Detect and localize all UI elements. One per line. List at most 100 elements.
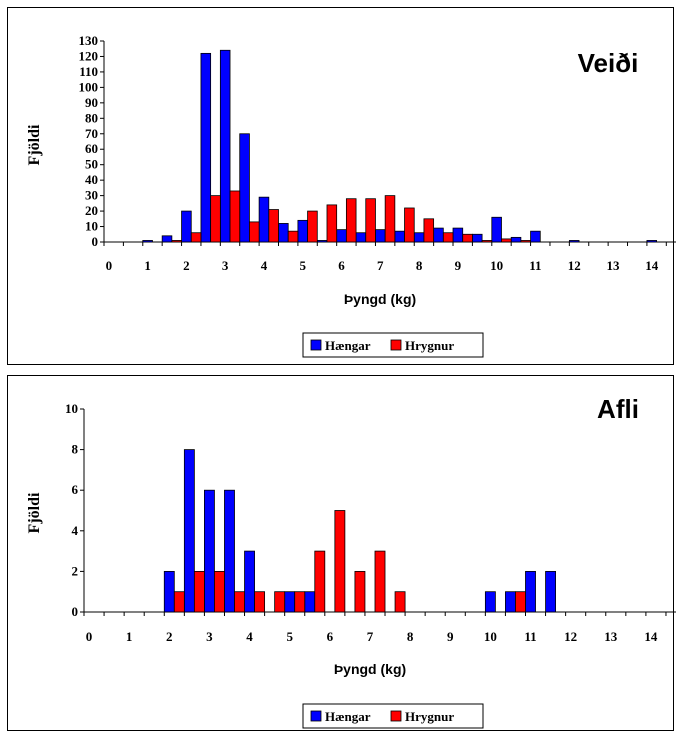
- bar-hrygnur: [442, 232, 454, 243]
- bar-haengar: [316, 240, 328, 243]
- x-tick-label: 6: [338, 258, 345, 273]
- bar-hrygnur: [234, 591, 245, 613]
- y-axis-label: Fjöldi: [26, 492, 43, 533]
- chart-title: Veiði: [578, 48, 639, 78]
- bar-haengar: [161, 235, 173, 243]
- y-tick-label: 6: [72, 482, 79, 497]
- bar-hrygnur: [249, 221, 260, 243]
- bar-haengar: [244, 550, 255, 613]
- x-tick-label: 8: [416, 258, 423, 273]
- x-tick-label: 10: [490, 258, 503, 273]
- bar-hrygnur: [214, 570, 225, 613]
- y-tick-label: 60: [85, 141, 98, 156]
- x-tick-label: 12: [564, 629, 577, 644]
- bar-haengar: [394, 230, 405, 243]
- bar-haengar: [204, 489, 215, 613]
- bar-haengar: [355, 232, 367, 243]
- bar-haengar: [200, 52, 212, 243]
- bar-haengar: [484, 591, 496, 613]
- x-tick-label: 9: [455, 258, 462, 273]
- bar-hrygnur: [404, 207, 415, 243]
- bar-hrygnur: [287, 230, 299, 243]
- y-tick-label: 8: [72, 442, 79, 457]
- x-tick-label: 1: [144, 258, 151, 273]
- y-tick-label: 20: [85, 203, 98, 218]
- bar-hrygnur: [190, 232, 202, 243]
- bar-hrygnur: [307, 210, 318, 243]
- x-tick-label: 2: [166, 629, 173, 644]
- chart-panel-afli: 0 2 4 6 8 10 0 1 2 3 4 5 6 7 8 9 10 11 12 13 14 Þyngd (kg) Fjö…: [7, 375, 676, 731]
- bar-haengar: [525, 570, 536, 613]
- bar-hrygnur: [173, 591, 185, 613]
- bar-hrygnur: [210, 195, 221, 243]
- bar-haengar: [491, 216, 502, 243]
- bar-haengar: [375, 229, 386, 243]
- bar-haengar: [510, 236, 522, 243]
- bar-haengar: [505, 591, 516, 613]
- bar-hrygnur: [384, 195, 396, 243]
- bar-hrygnur: [394, 591, 406, 613]
- bar-haengar: [413, 232, 425, 243]
- x-tick-label: 3: [222, 258, 229, 273]
- bar-haengar: [568, 240, 580, 243]
- bar-haengar: [545, 570, 556, 613]
- y-tick-label: 110: [79, 64, 98, 79]
- bar-hrygnur: [314, 550, 326, 613]
- legend-swatch-haengar: [310, 339, 322, 351]
- x-tick-label: 12: [568, 258, 581, 273]
- bar-haengar: [142, 240, 153, 243]
- bar-hrygnur: [268, 209, 279, 243]
- x-axis-label: Þyngd (kg): [334, 661, 406, 677]
- bar-haengar: [433, 227, 444, 243]
- bar-hrygnur: [423, 218, 435, 243]
- bar-haengar: [284, 591, 296, 613]
- bar-hrygnur: [193, 570, 205, 613]
- y-tick-label: 0: [72, 604, 79, 619]
- y-axis-label: Fjöldi: [26, 124, 43, 165]
- bar-hrygnur: [515, 591, 526, 613]
- bar-hrygnur: [274, 591, 286, 613]
- bar-haengar: [258, 196, 270, 243]
- bar-haengar: [224, 489, 235, 613]
- x-tick-label: 0: [106, 258, 113, 273]
- legend-label-haengar: Hængar: [325, 709, 371, 724]
- bar-hrygnur: [462, 233, 473, 243]
- legend-label-hrygnur: Hrygnur: [405, 709, 454, 724]
- x-tick-label: 13: [604, 629, 618, 644]
- x-tick-label: 2: [183, 258, 190, 273]
- y-tick-label: 130: [79, 33, 99, 48]
- legend-swatch-haengar: [310, 710, 322, 722]
- legend-label-hrygnur: Hrygnur: [405, 338, 454, 353]
- x-tick-label: 11: [529, 258, 541, 273]
- y-tick-label: 0: [92, 234, 99, 249]
- chart-panel-veidi: 0 10 20 30 40 50 60 70 80 90 100 110 120 130 0 1 2 3 4 5 6 7 8…: [7, 7, 676, 365]
- bar-hrygnur: [334, 510, 346, 613]
- x-tick-label: 4: [246, 629, 253, 644]
- bar-hrygnur: [294, 591, 306, 613]
- y-tick-label: 40: [85, 172, 98, 187]
- y-tick-label: 120: [79, 48, 99, 63]
- x-tick-label: 3: [206, 629, 213, 644]
- chart-title: Afli: [597, 394, 639, 424]
- bar-hrygnur: [501, 238, 512, 243]
- bar-hrygnur: [365, 198, 376, 243]
- x-tick-label: 11: [524, 629, 536, 644]
- bar-hrygnur: [520, 240, 531, 243]
- bar-hrygnur: [481, 240, 493, 243]
- bar-haengar: [530, 230, 541, 243]
- legend-swatch-hrygnur: [390, 710, 402, 722]
- x-tick-label: 13: [606, 258, 620, 273]
- x-tick-label: 7: [367, 629, 374, 644]
- y-tick-label: 70: [85, 126, 98, 141]
- bar-haengar: [304, 591, 316, 613]
- bar-haengar: [472, 233, 483, 243]
- y-tick-label: 100: [79, 79, 99, 94]
- y-tick-label: 30: [85, 188, 98, 203]
- bar-haengar: [219, 49, 231, 243]
- x-tick-label: 4: [261, 258, 268, 273]
- x-tick-label: 5: [286, 629, 293, 644]
- x-tick-label: 1: [126, 629, 133, 644]
- y-tick-label: 80: [85, 110, 98, 125]
- bar-hrygnur: [171, 240, 182, 243]
